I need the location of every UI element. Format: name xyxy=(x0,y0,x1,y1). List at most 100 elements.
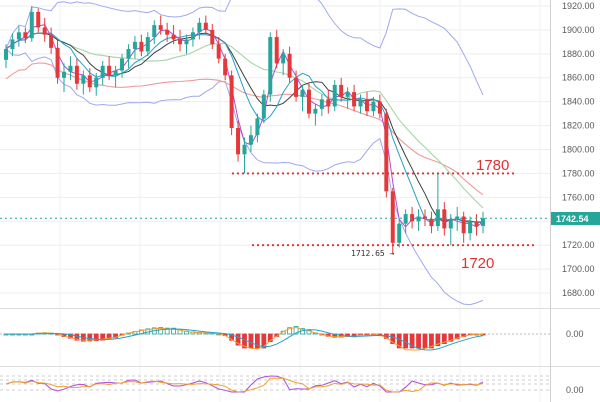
candle-body xyxy=(29,11,34,39)
candle-body xyxy=(165,29,170,35)
candle-body xyxy=(248,135,253,145)
candle-body xyxy=(16,32,21,40)
candle-body xyxy=(345,92,350,97)
candle-body xyxy=(319,99,324,109)
candle-body xyxy=(55,47,60,78)
bollinger-lower xyxy=(5,48,484,306)
ma-mid xyxy=(5,32,484,209)
osc1-zero-label: 0.00 xyxy=(566,329,584,339)
low-marker-label: 1712.65 → xyxy=(351,249,395,258)
y-tick-label: 1680.00 xyxy=(562,288,595,298)
y-tick-label: 1700.00 xyxy=(562,264,595,274)
osc1-bar xyxy=(441,333,447,345)
support-label: 1720 xyxy=(461,255,494,272)
candle-body xyxy=(422,216,427,219)
ma-fast xyxy=(5,32,484,224)
candle-body xyxy=(81,75,86,84)
candle-body xyxy=(229,75,234,128)
current-price-value: 1742.54 xyxy=(556,214,589,224)
candle-body xyxy=(255,118,260,136)
osc2-line-a xyxy=(5,375,484,393)
candle-body xyxy=(481,218,485,227)
candle-body xyxy=(42,27,47,35)
candle-body xyxy=(197,22,202,33)
candles xyxy=(4,5,485,254)
candle-body xyxy=(210,29,215,45)
candle-body xyxy=(332,84,337,107)
candle-body xyxy=(461,216,466,234)
y-tick-label: 1840.00 xyxy=(562,97,595,107)
candle-body xyxy=(132,41,137,50)
osc2-line-b xyxy=(5,377,484,393)
y-tick-label: 1820.00 xyxy=(562,121,595,131)
candle-body xyxy=(287,53,292,78)
osc1-signal xyxy=(6,328,484,351)
y-tick-label: 1880.00 xyxy=(562,49,595,59)
candle-body xyxy=(236,127,241,155)
osc1-bar xyxy=(261,333,267,349)
candle-body xyxy=(403,214,408,224)
oscillator-panel-1 xyxy=(0,326,550,351)
candle-body xyxy=(294,77,299,97)
candle-body xyxy=(178,39,183,45)
candle-body xyxy=(313,108,318,114)
osc1-bar xyxy=(171,327,176,335)
candle-body xyxy=(113,70,118,76)
candle-body xyxy=(326,99,331,107)
osc1-bar xyxy=(422,333,428,349)
osc1-bar xyxy=(416,333,421,349)
candle-body xyxy=(371,101,376,112)
candle-body xyxy=(49,34,54,48)
candle-body xyxy=(281,53,286,64)
candle-body xyxy=(4,49,8,60)
current-price-tag xyxy=(551,212,600,225)
osc1-bar xyxy=(68,333,73,339)
candle-body xyxy=(216,44,221,59)
osc1-bar xyxy=(435,333,441,347)
osc1-bar xyxy=(158,327,164,335)
y-tick-label: 1920.00 xyxy=(562,1,595,11)
candle-body xyxy=(100,65,105,78)
candle-body xyxy=(261,94,266,119)
candle-body xyxy=(410,214,415,222)
osc1-bar xyxy=(164,327,170,335)
candle-body xyxy=(171,34,176,40)
moving-averages xyxy=(5,24,484,228)
candle-body xyxy=(300,89,305,97)
candle-body xyxy=(203,22,208,30)
candle-body xyxy=(352,92,357,107)
candle-body xyxy=(384,113,389,192)
osc1-bar xyxy=(448,333,454,342)
osc1-bar xyxy=(390,333,396,345)
candle-body xyxy=(126,49,131,59)
osc1-line xyxy=(6,326,484,351)
candle-body xyxy=(120,58,125,71)
level-lines xyxy=(0,172,550,247)
candle-body xyxy=(62,71,67,78)
y-tick-label: 1760.00 xyxy=(562,192,595,202)
candle-body xyxy=(74,65,79,84)
candle-body xyxy=(68,65,73,72)
osc1-bar xyxy=(403,333,409,349)
osc1-bar xyxy=(87,333,93,342)
candle-body xyxy=(416,216,421,222)
candle-body xyxy=(448,218,453,229)
osc1-bar xyxy=(106,333,112,340)
candle-body xyxy=(223,58,228,76)
osc1-bar xyxy=(306,329,312,335)
y-tick-label: 1860.00 xyxy=(562,73,595,83)
candle-body xyxy=(474,221,479,227)
candle-body xyxy=(435,209,440,227)
candle-body xyxy=(158,25,163,30)
candle-body xyxy=(268,37,273,95)
resistance-label: 1780 xyxy=(476,157,509,174)
ma-long xyxy=(5,62,484,196)
ma-slow xyxy=(5,32,484,223)
candle-body xyxy=(94,77,99,88)
osc1-bar xyxy=(409,333,415,349)
candle-body xyxy=(306,89,311,114)
y-tick-label: 1780.00 xyxy=(562,168,595,178)
osc1-bar xyxy=(74,333,80,341)
candle-body xyxy=(364,99,369,112)
